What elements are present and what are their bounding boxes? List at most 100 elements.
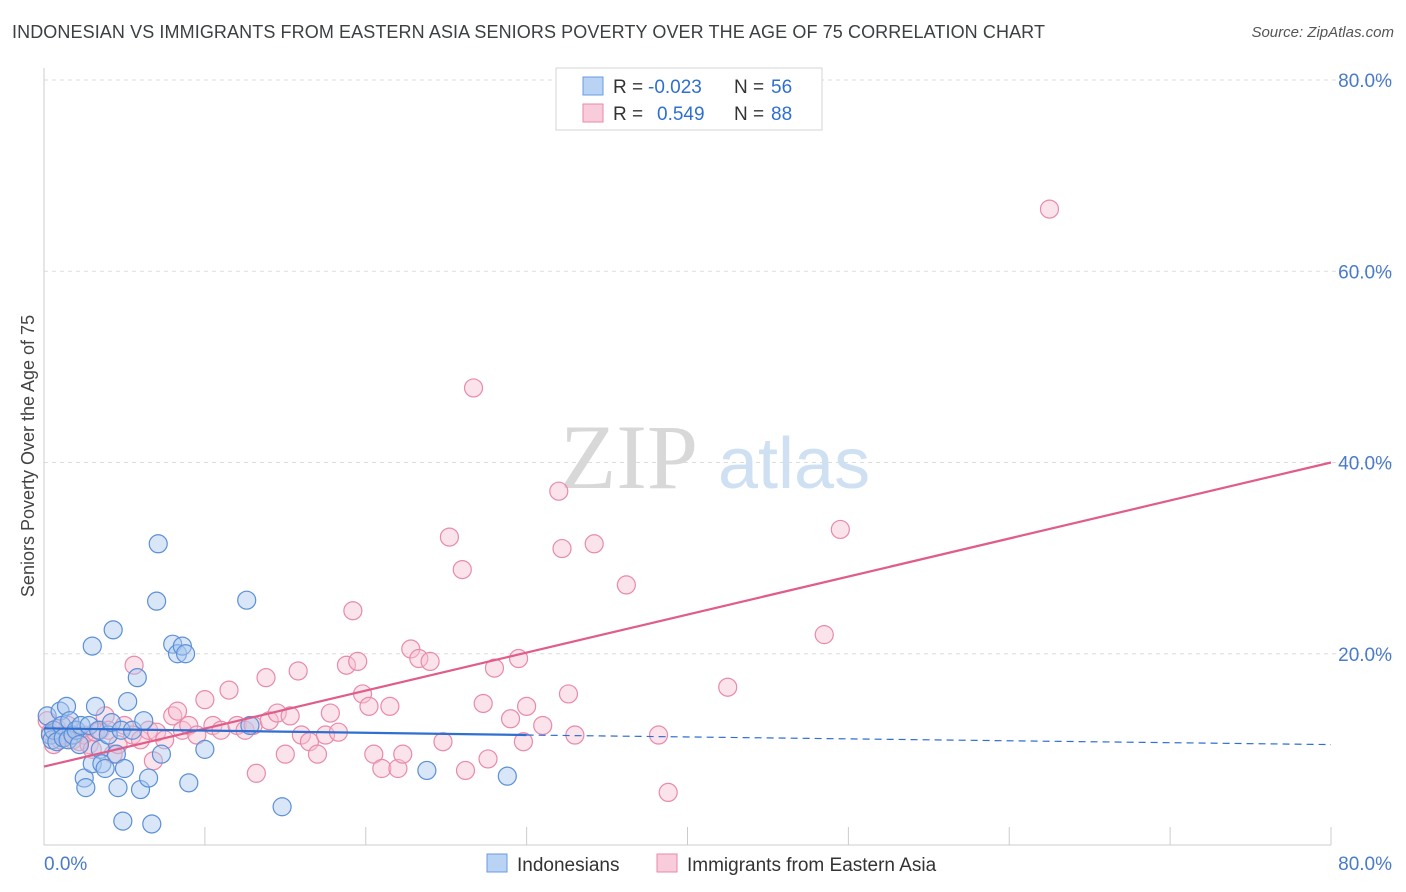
immigrants-point-67 [452,559,472,580]
indonesians-point-50 [240,715,260,736]
bottom-legend-swatch-pink [656,853,678,873]
indonesians-point-40 [147,591,167,611]
immigrants-point-58 [372,758,392,779]
source-label: Source: ZipAtlas.com [1251,24,1394,41]
x-axis-ticks [204,827,1332,845]
indonesians-point-13 [69,734,89,755]
indonesians-point-51 [272,797,292,817]
immigrants-point-28 [167,701,188,721]
x-tick-label-min: 0.0% [44,854,87,875]
indonesians-point-42 [151,744,172,764]
immigrants-point-75 [513,732,534,752]
indonesians-point-32 [114,758,135,779]
immigrants-point-85 [658,782,678,803]
indonesians-point-43 [163,634,183,654]
legend-swatch-pink [582,103,604,123]
watermark: ZIP atlas [560,406,870,508]
legend-n-label-pink: N = [734,104,764,125]
immigrants-point-35 [219,680,239,700]
indonesians-point-35 [127,668,147,688]
immigrants-point-68 [455,760,476,781]
immigrants-point-70 [473,693,493,714]
immigrants-point-32 [195,690,215,710]
indonesians-point-39 [142,814,162,834]
series-indonesians [37,534,517,834]
indonesians-point-47 [179,773,199,793]
indonesians-point-49 [237,590,257,610]
bottom-legend-label-immigrants: Immigrants from Eastern Asia [687,855,937,876]
indonesians-point-20 [85,696,106,716]
immigrants-point-63 [409,648,429,669]
indonesians-point-8 [56,696,77,716]
legend-n-value-blue: 56 [771,77,792,98]
watermark-zip: ZIP [560,406,698,508]
immigrants-point-69 [463,378,484,398]
legend-n-label-blue: N = [734,77,764,98]
indonesians-point-26 [101,712,122,733]
immigrants-point-61 [393,744,413,764]
immigrants-point-48 [307,744,328,764]
immigrants-point-73 [500,709,521,729]
y-tick-label-40: 40.0% [1338,454,1392,475]
immigrants-point-56 [359,696,379,716]
immigrants-point-53 [343,601,363,621]
y-axis-title: Seniors Poverty Over the Age of 75 [18,315,38,597]
immigrants-point-86 [718,677,738,697]
indonesians-point-0 [37,706,57,726]
y-axis-tick-labels: 20.0% 40.0% 60.0% 80.0% [1338,71,1392,666]
immigrants-point-44 [280,706,300,726]
trend-line-immigrants [43,461,1332,768]
immigrants-point-60 [388,758,408,779]
immigrants-point-46 [291,725,311,745]
immigrants-point-50 [320,703,340,723]
indonesians-point-25 [98,725,118,745]
immigrants-point-62 [401,639,421,659]
correlation-legend: R = -0.023 N = 56 R = 0.549 N = 88 [555,67,823,131]
legend-r-value-pink: 0.549 [657,104,705,125]
series-immigrants-eastern-asia [37,199,1060,803]
immigrants-point-0 [37,711,57,731]
indonesians-point-27 [103,620,123,640]
bottom-legend-swatch-blue [486,853,508,873]
trend-line-indonesians [43,727,527,737]
immigrants-point-87 [814,625,834,645]
indonesians-point-29 [108,778,128,798]
indonesians-point-52 [417,760,437,781]
indonesians-point-19 [82,636,102,656]
indonesians-point-48 [195,739,215,759]
chart-title: INDONESIAN VS IMMIGRANTS FROM EASTERN AS… [12,22,1046,42]
immigrants-point-66 [439,527,460,547]
immigrants-point-78 [549,481,569,501]
immigrants-point-65 [433,732,453,752]
immigrants-point-41 [259,711,279,731]
series-legend: Indonesians Immigrants from Eastern Asia [486,853,937,876]
immigrants-point-76 [517,696,537,716]
legend-swatch-blue [582,76,604,96]
trend-lines [43,461,1332,768]
indonesians-point-38 [138,768,159,788]
indonesians-point-46 [175,644,196,664]
gridlines [44,79,1392,655]
immigrants-point-25 [147,722,167,742]
trend-line-indonesians-extension [526,734,1332,746]
indonesians-point-16 [76,778,96,798]
watermark-atlas: atlas [718,424,870,504]
immigrants-point-79 [552,538,572,559]
indonesians-point-31 [113,811,133,831]
immigrants-point-59 [380,696,400,716]
immigrants-point-45 [288,661,308,681]
indonesians-point-41 [148,534,168,554]
indonesians-point-36 [130,779,151,800]
x-tick-label-max: 80.0% [1338,854,1392,875]
indonesians-point-37 [134,711,154,731]
immigrants-point-40 [256,668,276,688]
immigrants-point-64 [420,651,440,672]
indonesians-point-33 [118,691,138,712]
immigrants-point-82 [584,534,604,554]
immigrants-point-52 [336,655,357,675]
immigrants-point-83 [616,575,636,595]
immigrants-point-57 [364,744,384,764]
y-tick-label-60: 60.0% [1338,262,1392,283]
immigrants-point-54 [348,651,368,672]
